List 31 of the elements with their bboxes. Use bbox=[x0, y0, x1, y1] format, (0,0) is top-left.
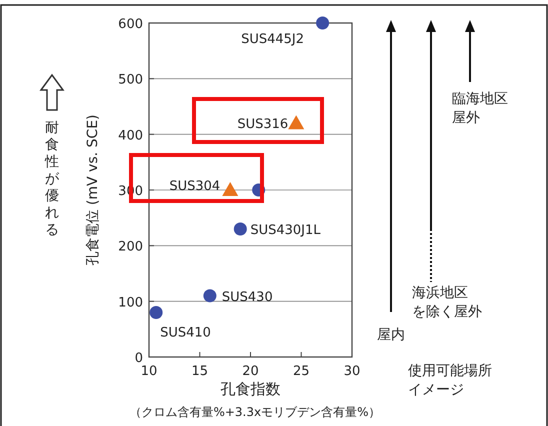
x-tick-label: 25 bbox=[292, 364, 310, 379]
text: 使用可能場所イメージ bbox=[408, 363, 492, 398]
annotation: SUS304 bbox=[169, 179, 220, 194]
x-tick-label: 15 bbox=[191, 364, 208, 379]
text: 屋内 bbox=[377, 327, 405, 343]
point bbox=[234, 222, 247, 236]
text: 耐食性が優れる bbox=[44, 120, 60, 238]
x-axis-title: 孔食指数 bbox=[220, 380, 280, 398]
annotation: SUS430 bbox=[222, 290, 273, 305]
annotation: SUS410 bbox=[160, 325, 211, 340]
annotation: SUS316 bbox=[237, 117, 288, 132]
text: （クロム含有量%+3.3xモリブデン含有量%） bbox=[129, 405, 381, 419]
y-axis-title: 孔食電位 (mV vs. SCE) bbox=[85, 114, 101, 266]
y-tick-label: 0 bbox=[134, 351, 143, 366]
x-tick-label: 30 bbox=[344, 364, 360, 379]
text: 海浜地区を除く屋外 bbox=[412, 285, 482, 320]
point bbox=[316, 16, 330, 30]
point bbox=[222, 182, 238, 196]
point bbox=[203, 289, 216, 302]
point bbox=[150, 306, 163, 319]
x-tick-label: 20 bbox=[242, 364, 259, 379]
y-tick-label: 600 bbox=[118, 17, 143, 32]
y-tick-label: 100 bbox=[118, 295, 143, 310]
y-tick-label: 200 bbox=[118, 240, 143, 255]
y-tick-label: 500 bbox=[118, 72, 143, 88]
x-tick-label: 10 bbox=[140, 364, 158, 379]
text: 臨海地区屋外 bbox=[452, 91, 508, 126]
annotation: SUS430J1L bbox=[250, 222, 322, 238]
point bbox=[288, 115, 304, 130]
y-tick-label: 400 bbox=[118, 128, 143, 144]
annotation: SUS445J2 bbox=[241, 32, 304, 47]
